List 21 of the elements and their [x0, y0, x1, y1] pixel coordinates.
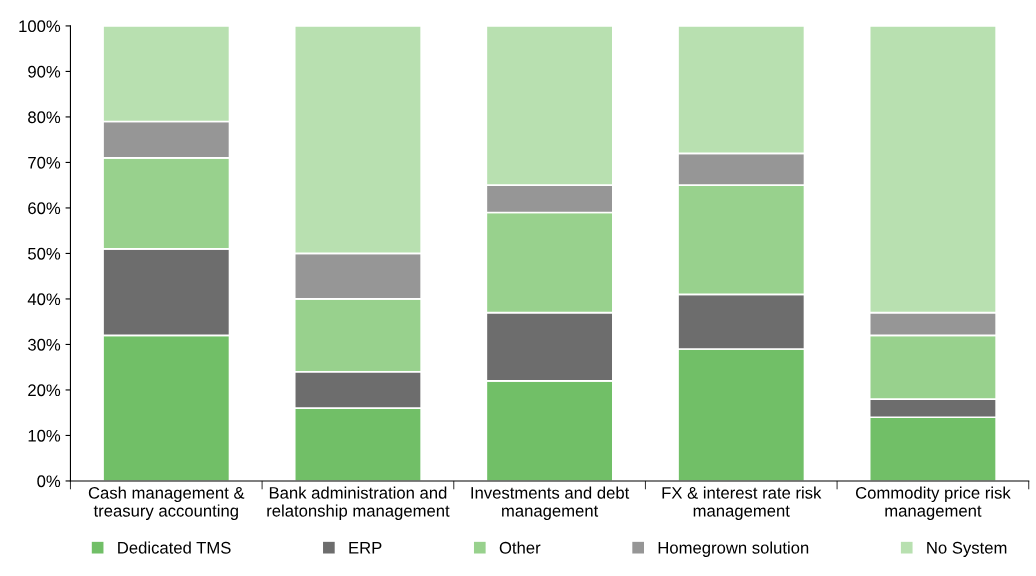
legend-label: ERP [349, 542, 382, 554]
y-tick-label: 90% [28, 65, 61, 78]
x-tick-label: FX & interest rate risk management [662, 486, 822, 520]
y-tick-label: 60% [28, 202, 61, 215]
legend-label: No System [927, 541, 1007, 557]
legend-label: Dedicated TMS [118, 541, 231, 554]
y-tick-label: 40% [27, 293, 61, 306]
y-tick-label: 100% [19, 20, 61, 33]
y-tick-label: 10% [28, 429, 61, 442]
y-tick-label: 50% [28, 247, 61, 260]
y-tick-label: 0% [37, 475, 61, 488]
x-tick-label: Commodity price risk management [855, 486, 1011, 520]
x-tick-label: Bank administration and relatonship management [267, 486, 450, 520]
legend-label: Homegrown solution [658, 541, 809, 557]
y-tick-label: 20% [28, 384, 61, 397]
y-tick-label: 70% [28, 156, 61, 169]
y-tick-label: 30% [28, 338, 61, 351]
legend-label: Other [499, 541, 541, 554]
y-tick-label: 80% [28, 111, 61, 124]
x-tick-label: Investments and debt management [471, 486, 630, 520]
x-tick-label: Cash management & treasury accounting [88, 486, 245, 520]
